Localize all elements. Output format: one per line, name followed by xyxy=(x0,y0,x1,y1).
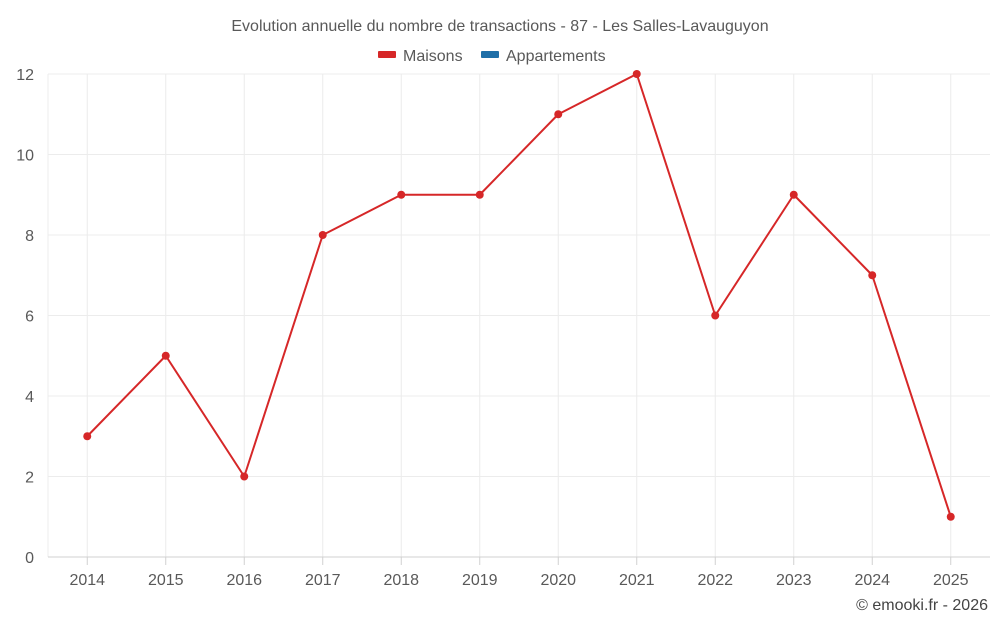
x-tick-label-2015: 2015 xyxy=(148,572,184,589)
y-tick-label-0: 0 xyxy=(25,550,34,567)
legend: Maisons Appartements xyxy=(378,48,606,65)
x-tick-label-2017: 2017 xyxy=(305,572,341,589)
x-tick-label-2016: 2016 xyxy=(226,572,262,589)
data-point-maisons-2020[interactable] xyxy=(554,110,563,119)
y-tick-label-8: 8 xyxy=(25,228,34,245)
x-tick-label-2025: 2025 xyxy=(933,572,969,589)
credit-text: © emooki.fr - 2026 xyxy=(856,597,988,614)
series-line-maisons xyxy=(86,73,952,518)
axes xyxy=(47,74,990,558)
legend-swatch-maisons xyxy=(378,51,396,58)
data-point-maisons-2024[interactable] xyxy=(868,271,877,280)
data-point-maisons-2015[interactable] xyxy=(161,351,170,360)
y-axis-ticks: 0 2 4 6 8 10 12 xyxy=(16,67,34,567)
data-point-maisons-2016[interactable] xyxy=(240,472,249,481)
legend-swatch-appartements xyxy=(481,51,499,58)
x-tick-label-2022: 2022 xyxy=(697,572,733,589)
data-point-maisons-2022[interactable] xyxy=(711,311,720,320)
legend-item-appartements[interactable]: Appartements xyxy=(481,48,606,65)
x-tick-label-2019: 2019 xyxy=(462,572,498,589)
series-layer xyxy=(83,70,955,521)
grid xyxy=(48,73,990,557)
y-tick-label-6: 6 xyxy=(25,309,34,326)
chart-title: Evolution annuelle du nombre de transact… xyxy=(231,18,768,35)
data-point-maisons-2025[interactable] xyxy=(946,512,955,521)
x-axis-ticks: 2014 2015 2016 2017 2018 2019 2020 2021 2022 2023… xyxy=(69,557,969,589)
x-tick-label-2024: 2024 xyxy=(854,572,890,589)
legend-item-maisons[interactable]: Maisons xyxy=(378,48,463,65)
data-point-maisons-2023[interactable] xyxy=(789,190,798,199)
data-point-maisons-2014[interactable] xyxy=(83,432,92,441)
x-tick-label-2023: 2023 xyxy=(776,572,812,589)
data-point-maisons-2018[interactable] xyxy=(397,190,406,199)
y-tick-label-2: 2 xyxy=(25,470,34,487)
y-tick-label-10: 10 xyxy=(16,148,34,165)
x-tick-label-2021: 2021 xyxy=(619,572,655,589)
legend-label-appartements: Appartements xyxy=(506,48,606,65)
y-tick-label-4: 4 xyxy=(25,389,34,406)
legend-label-maisons: Maisons xyxy=(403,48,463,65)
data-point-maisons-2021[interactable] xyxy=(632,70,641,78)
x-tick-label-2014: 2014 xyxy=(69,572,105,589)
data-point-maisons-2017[interactable] xyxy=(318,231,327,239)
data-point-maisons-2019[interactable] xyxy=(475,190,484,199)
x-tick-label-2020: 2020 xyxy=(540,572,576,589)
y-tick-label-12: 12 xyxy=(16,67,34,84)
x-tick-label-2018: 2018 xyxy=(383,572,419,589)
